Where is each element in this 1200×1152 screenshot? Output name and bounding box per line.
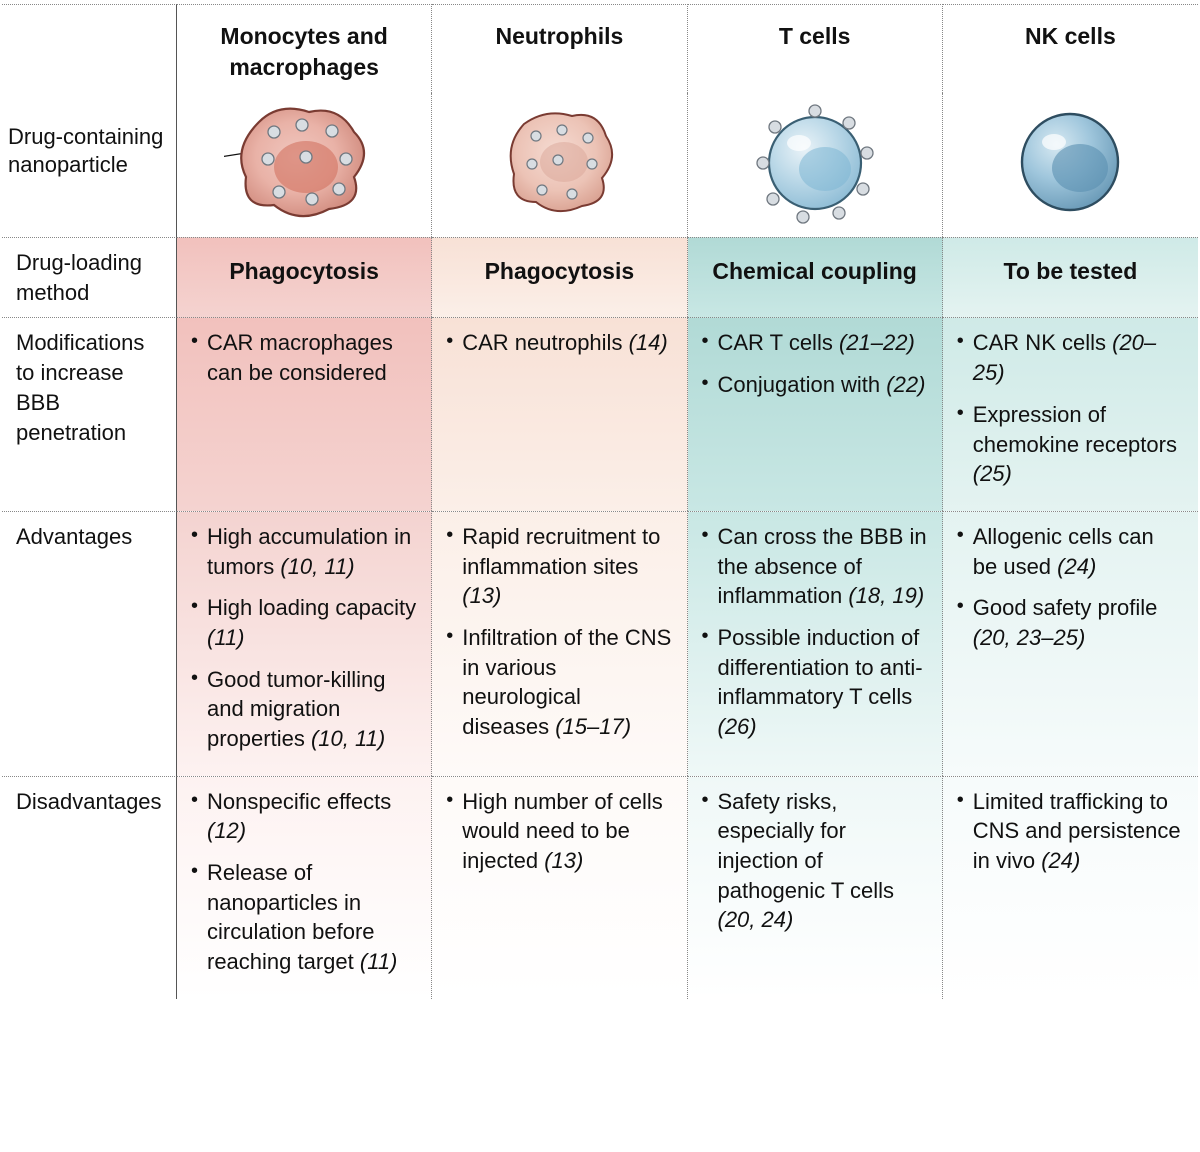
method-nkcells: To be tested xyxy=(943,237,1198,317)
mods-monocytes: CAR macrophages can be considered xyxy=(177,317,432,510)
list-item: Expression of chemokine receptors (25) xyxy=(957,400,1184,489)
list-item: Good safety profile (20, 23–25) xyxy=(957,593,1184,652)
adv-neutrophils: Rapid recruitment to inflammation sites … xyxy=(432,511,687,776)
reference: (15–17) xyxy=(555,714,631,739)
nkcell-icon xyxy=(1010,102,1130,222)
list-item: Infiltration of the CNS in various neuro… xyxy=(446,623,672,742)
reference: (20, 24) xyxy=(718,907,794,932)
dis-neutrophils: High number of cells would need to be in… xyxy=(432,776,687,999)
col-header-tcells: T cells xyxy=(688,4,943,93)
row-label-dis: Disadvantages xyxy=(2,776,177,999)
reference: (11) xyxy=(207,625,245,650)
comparison-table: Drug-containing nanoparticle Monocytes a… xyxy=(2,4,1198,999)
list-item: Limited trafficking to CNS and persisten… xyxy=(957,787,1184,876)
row-label-method: Drug-loading method xyxy=(2,237,177,317)
reference: (26) xyxy=(718,714,757,739)
list-item: Allogenic cells can be used (24) xyxy=(957,522,1184,581)
header-blank: Drug-containing nanoparticle xyxy=(2,4,177,93)
list-item: High number of cells would need to be in… xyxy=(446,787,672,876)
reference: (22) xyxy=(886,372,925,397)
illustration-neutrophil xyxy=(432,93,687,237)
reference: (21–22) xyxy=(839,330,915,355)
method-monocytes: Phagocytosis xyxy=(177,237,432,317)
nanoparticle-pointer-label: Drug-containing nanoparticle xyxy=(8,123,168,178)
list-item: CAR T cells (21–22) xyxy=(702,328,928,358)
list-item: Release of nanoparticles in circulation … xyxy=(191,858,417,977)
adv-tcells: Can cross the BBB in the absence of infl… xyxy=(688,511,943,776)
list-item: CAR NK cells (20–25) xyxy=(957,328,1184,387)
illustration-macrophage xyxy=(177,93,432,237)
mods-tcells: CAR T cells (21–22) Conjugation with (22) xyxy=(688,317,943,510)
list-item: Safety risks, especially for injection o… xyxy=(702,787,928,935)
list-item: Rapid recruitment to inflammation sites … xyxy=(446,522,672,611)
method-tcells: Chemical coupling xyxy=(688,237,943,317)
list-item: CAR macrophages can be considered xyxy=(191,328,417,387)
adv-monocytes: High accumulation in tumors (10, 11) High… xyxy=(177,511,432,776)
reference: (24) xyxy=(1057,554,1096,579)
reference: (10, 11) xyxy=(311,726,385,751)
col-header-nkcells: NK cells xyxy=(943,4,1198,93)
list-item: CAR neutrophils (14) xyxy=(446,328,672,358)
reference: (18, 19) xyxy=(848,583,924,608)
list-item: High loading capacity (11) xyxy=(191,593,417,652)
reference: (10, 11) xyxy=(280,554,354,579)
illustration-tcell xyxy=(688,93,943,237)
reference: (12) xyxy=(207,818,246,843)
reference: (13) xyxy=(544,848,583,873)
reference: (13) xyxy=(462,583,501,608)
dis-nkcells: Limited trafficking to CNS and persisten… xyxy=(943,776,1198,999)
dis-tcells: Safety risks, especially for injection o… xyxy=(688,776,943,999)
neutrophil-icon xyxy=(494,102,624,222)
col-header-monocytes: Monocytes and macrophages xyxy=(177,4,432,93)
row-label-mods: Modifications to increase BBB penetratio… xyxy=(2,317,177,510)
mods-nkcells: CAR NK cells (20–25) Expression of chemok… xyxy=(943,317,1198,510)
dis-monocytes: Nonspecific effects (12) Release of nanop… xyxy=(177,776,432,999)
macrophage-icon xyxy=(224,97,384,227)
row-label-adv: Advantages xyxy=(2,511,177,776)
reference: (20, 23–25) xyxy=(973,625,1086,650)
col-header-neutrophils: Neutrophils xyxy=(432,4,687,93)
list-item: Nonspecific effects (12) xyxy=(191,787,417,846)
mods-neutrophils: CAR neutrophils (14) xyxy=(432,317,687,510)
reference: (14) xyxy=(629,330,668,355)
tcell-icon xyxy=(745,97,885,227)
reference: (25) xyxy=(973,461,1012,486)
list-item: Can cross the BBB in the absence of infl… xyxy=(702,522,928,611)
illustration-nkcell xyxy=(943,93,1198,237)
list-item: High accumulation in tumors (10, 11) xyxy=(191,522,417,581)
list-item: Good tumor-killing and migration propert… xyxy=(191,665,417,754)
list-item: Conjugation with (22) xyxy=(702,370,928,400)
adv-nkcells: Allogenic cells can be used (24) Good saf… xyxy=(943,511,1198,776)
list-item: Possible induction of differentiation to… xyxy=(702,623,928,742)
reference: (11) xyxy=(360,949,398,974)
method-neutrophils: Phagocytosis xyxy=(432,237,687,317)
reference: (24) xyxy=(1041,848,1080,873)
